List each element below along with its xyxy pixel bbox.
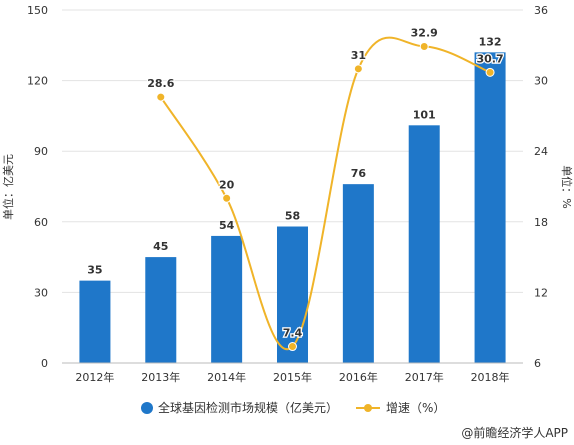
line-series: [156, 36, 495, 352]
x-tick-label: 2015年: [273, 370, 312, 384]
bar-value-label: 132: [479, 35, 502, 48]
bar-value-labels: 35 45 54 58 76 101 132: [87, 35, 501, 276]
rate-point: [156, 92, 166, 102]
rate-value-label: 20: [219, 178, 235, 191]
rate-point: [419, 41, 429, 51]
x-tick-label: 2018年: [471, 370, 510, 384]
legend-bar-label: 全球基因检测市场规模（亿美元）: [158, 400, 338, 415]
right-tick-label: 12: [534, 286, 548, 299]
bar: [408, 125, 440, 364]
bar: [79, 280, 111, 363]
right-tick-label: 24: [534, 145, 548, 158]
right-tick-label: 30: [534, 75, 548, 88]
legend: 全球基因检测市场规模（亿美元） 增速（%）: [141, 400, 445, 415]
rate-value-label: 31: [351, 49, 366, 62]
bar-value-label: 45: [153, 240, 168, 253]
rate-point: [288, 342, 297, 352]
bar-value-label: 101: [413, 108, 436, 121]
bar-value-label: 58: [285, 210, 300, 223]
legend-bar-marker: [141, 402, 153, 414]
right-tick-label: 36: [534, 4, 548, 17]
right-tick-label: 18: [534, 216, 548, 229]
bar: [145, 257, 177, 363]
bar: [277, 226, 308, 363]
x-tick-label: 2016年: [339, 370, 378, 384]
rate-point: [222, 193, 232, 203]
bar-series: [79, 52, 506, 364]
left-tick-label: 0: [41, 357, 48, 370]
rate-point: [485, 67, 495, 77]
x-tick-label: 2014年: [207, 370, 246, 384]
left-tick-label: 150: [27, 4, 48, 17]
bar-value-label: 35: [87, 264, 102, 277]
right-axis-ticks: 6 12 18 24 30 36: [534, 4, 548, 370]
bar: [211, 235, 243, 363]
bar: [342, 184, 374, 363]
legend-line-marker-dot: [364, 404, 372, 412]
left-tick-label: 30: [34, 286, 48, 299]
left-tick-label: 120: [27, 75, 48, 88]
left-axis-ticks: 0 30 60 90 120 150: [27, 4, 48, 370]
grid-lines: [62, 9, 523, 293]
rate-point: [353, 64, 363, 74]
left-tick-label: 60: [34, 216, 48, 229]
x-tick-label: 2013年: [141, 370, 180, 384]
right-tick-label: 6: [534, 357, 541, 370]
legend-line-label: 增速（%）: [386, 401, 445, 415]
x-tick-label: 2012年: [75, 370, 114, 384]
x-tick-label: 2017年: [405, 370, 444, 384]
left-tick-label: 90: [34, 145, 48, 158]
left-axis-title: 单位：亿美元: [1, 154, 15, 220]
x-axis-ticks: 2012年 2013年 2014年 2015年 2016年 2017年 2018年: [75, 370, 509, 384]
rate-value-label: 32.9: [411, 26, 438, 39]
bar-value-label: 76: [351, 167, 367, 180]
right-axis-title: 单位：%: [560, 165, 574, 208]
bar: [474, 52, 506, 364]
rate-value-labels: 28.6 20 7.4 31 32.9 30.7: [146, 25, 505, 341]
rate-value-label: 7.4: [283, 327, 303, 340]
source-footer: @前瞻经济学人APP: [461, 425, 568, 440]
rate-line: [159, 36, 491, 351]
rate-value-label: 28.6: [147, 77, 174, 90]
rate-value-label: 30.7: [477, 52, 504, 65]
bar-value-label: 54: [219, 219, 235, 232]
